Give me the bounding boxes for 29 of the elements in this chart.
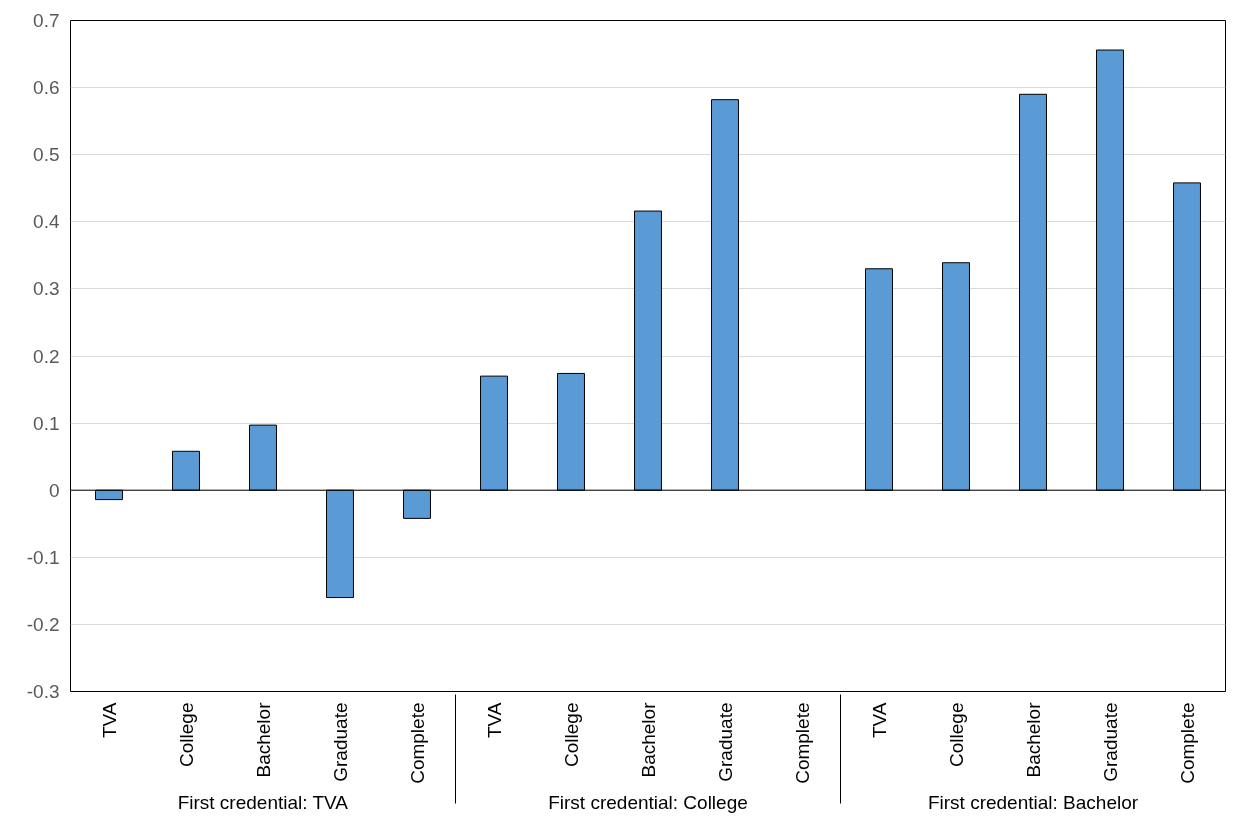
x-tick-label: Graduate — [1099, 702, 1121, 782]
x-tick-label: Complete — [406, 702, 428, 784]
y-tick-label: 0.1 — [33, 412, 60, 434]
y-tick-label: 0.3 — [33, 278, 60, 300]
x-tick-label: TVA — [868, 702, 890, 739]
y-tick-label: -0.3 — [26, 681, 60, 702]
x-tick-label: Bachelor — [252, 701, 274, 778]
y-tick-label: 0 — [48, 479, 60, 501]
x-tick-label: Graduate — [329, 702, 351, 782]
y-tick-label: 0.6 — [33, 77, 60, 99]
y-tick-label: 0.4 — [33, 211, 60, 233]
x-tick-label: Complete — [791, 702, 813, 784]
text: First credential: TVA — [177, 791, 349, 813]
y-tick-label: 0.5 — [33, 144, 60, 166]
x-tick-label: TVA — [483, 702, 505, 739]
y-tick-label: -0.1 — [26, 546, 60, 568]
y-tick-label: -0.2 — [26, 613, 60, 635]
text: First credential: Bachelor — [927, 791, 1139, 813]
y-tick-label: 0.2 — [33, 345, 60, 367]
x-tick-label: Complete — [1176, 702, 1198, 784]
y-tick-label: 0.7 — [33, 10, 60, 31]
x-tick-label: TVA — [98, 702, 120, 739]
text: First credential: College — [548, 791, 748, 813]
x-tick-label: College — [175, 702, 197, 767]
x-tick-label: Bachelor — [1022, 701, 1044, 778]
x-tick-label: College — [560, 702, 582, 767]
x-tick-label: Graduate — [714, 702, 736, 782]
x-tick-label: College — [945, 702, 967, 767]
x-tick-label: Bachelor — [637, 701, 659, 778]
